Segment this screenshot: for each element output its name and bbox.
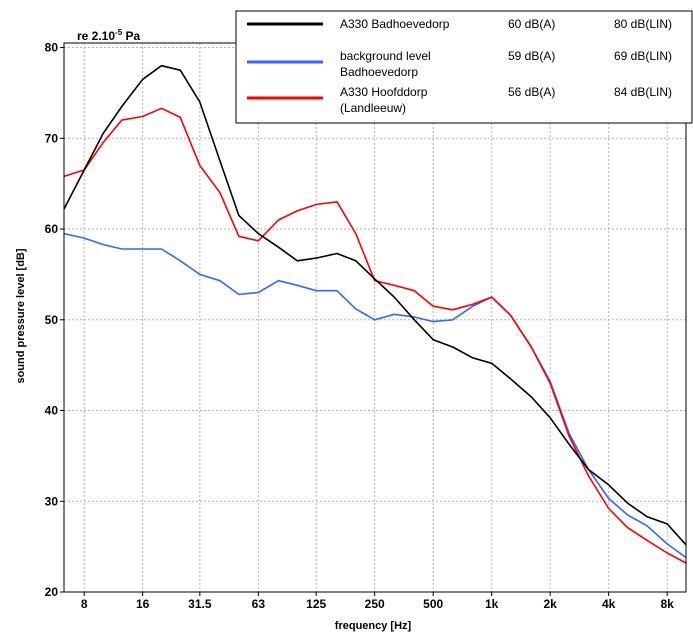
x-tick-label: 8k xyxy=(660,597,674,611)
legend-dblin-1: 80 dB(LIN) xyxy=(614,17,672,31)
y-tick-label: 80 xyxy=(45,41,59,55)
x-tick-label: 125 xyxy=(306,597,326,611)
legend-dblin-3: 84 dB(LIN) xyxy=(614,85,672,99)
series-layer xyxy=(63,64,687,564)
series-line-1 xyxy=(63,64,687,546)
x-axis-label: frequency [Hz] xyxy=(335,620,412,632)
y-tick-label: 30 xyxy=(45,494,59,508)
y-tick-label: 20 xyxy=(45,585,59,599)
y-tick-label: 70 xyxy=(45,131,59,145)
legend-dba-1: 60 dB(A) xyxy=(508,17,555,31)
x-tick-label: 31.5 xyxy=(188,597,212,611)
y-tick-label: 40 xyxy=(45,404,59,418)
x-tick-label: 1k xyxy=(485,597,499,611)
x-tick-label: 16 xyxy=(136,597,150,611)
x-tick-label: 2k xyxy=(543,597,557,611)
series-line-2 xyxy=(63,232,687,559)
legend-dba-3: 56 dB(A) xyxy=(508,85,555,99)
ticks: 8 16 31.5 63 125 250 500 1k 2k 4k 8k 20 30 40 50 60 70 80 xyxy=(45,41,675,611)
x-tick-label: 8 xyxy=(81,597,88,611)
legend-label-3: A330 Hoofddorp xyxy=(340,85,428,99)
legend-box xyxy=(235,10,693,124)
legend-label-2: background level xyxy=(340,49,431,63)
x-tick-label: 500 xyxy=(423,597,443,611)
x-tick-label: 63 xyxy=(252,597,266,611)
legend-label-1: A330 Badhoevedorp xyxy=(340,17,450,31)
grid xyxy=(64,43,686,592)
y-tick-label: 60 xyxy=(45,222,59,236)
legend-dba-2: 59 dB(A) xyxy=(508,49,555,63)
plot-frame xyxy=(63,42,687,593)
legend-label-2: Badhoevedorp xyxy=(340,65,418,79)
y-axis-label: sound pressure level [dB] xyxy=(15,248,27,383)
reference-label: re 2.10-5 Pa xyxy=(77,28,141,43)
legend: A330 Badhoevedorp 60 dB(A) 80 dB(LIN) backg… xyxy=(235,10,693,124)
series-line-3 xyxy=(63,107,687,564)
x-tick-label: 250 xyxy=(365,597,385,611)
legend-label-3: (Landleeuw) xyxy=(340,101,406,115)
reference-exponent: -5 xyxy=(115,28,123,37)
y-tick-label: 50 xyxy=(45,313,59,327)
legend-dblin-2: 69 dB(LIN) xyxy=(614,49,672,63)
x-tick-label: 4k xyxy=(602,597,616,611)
